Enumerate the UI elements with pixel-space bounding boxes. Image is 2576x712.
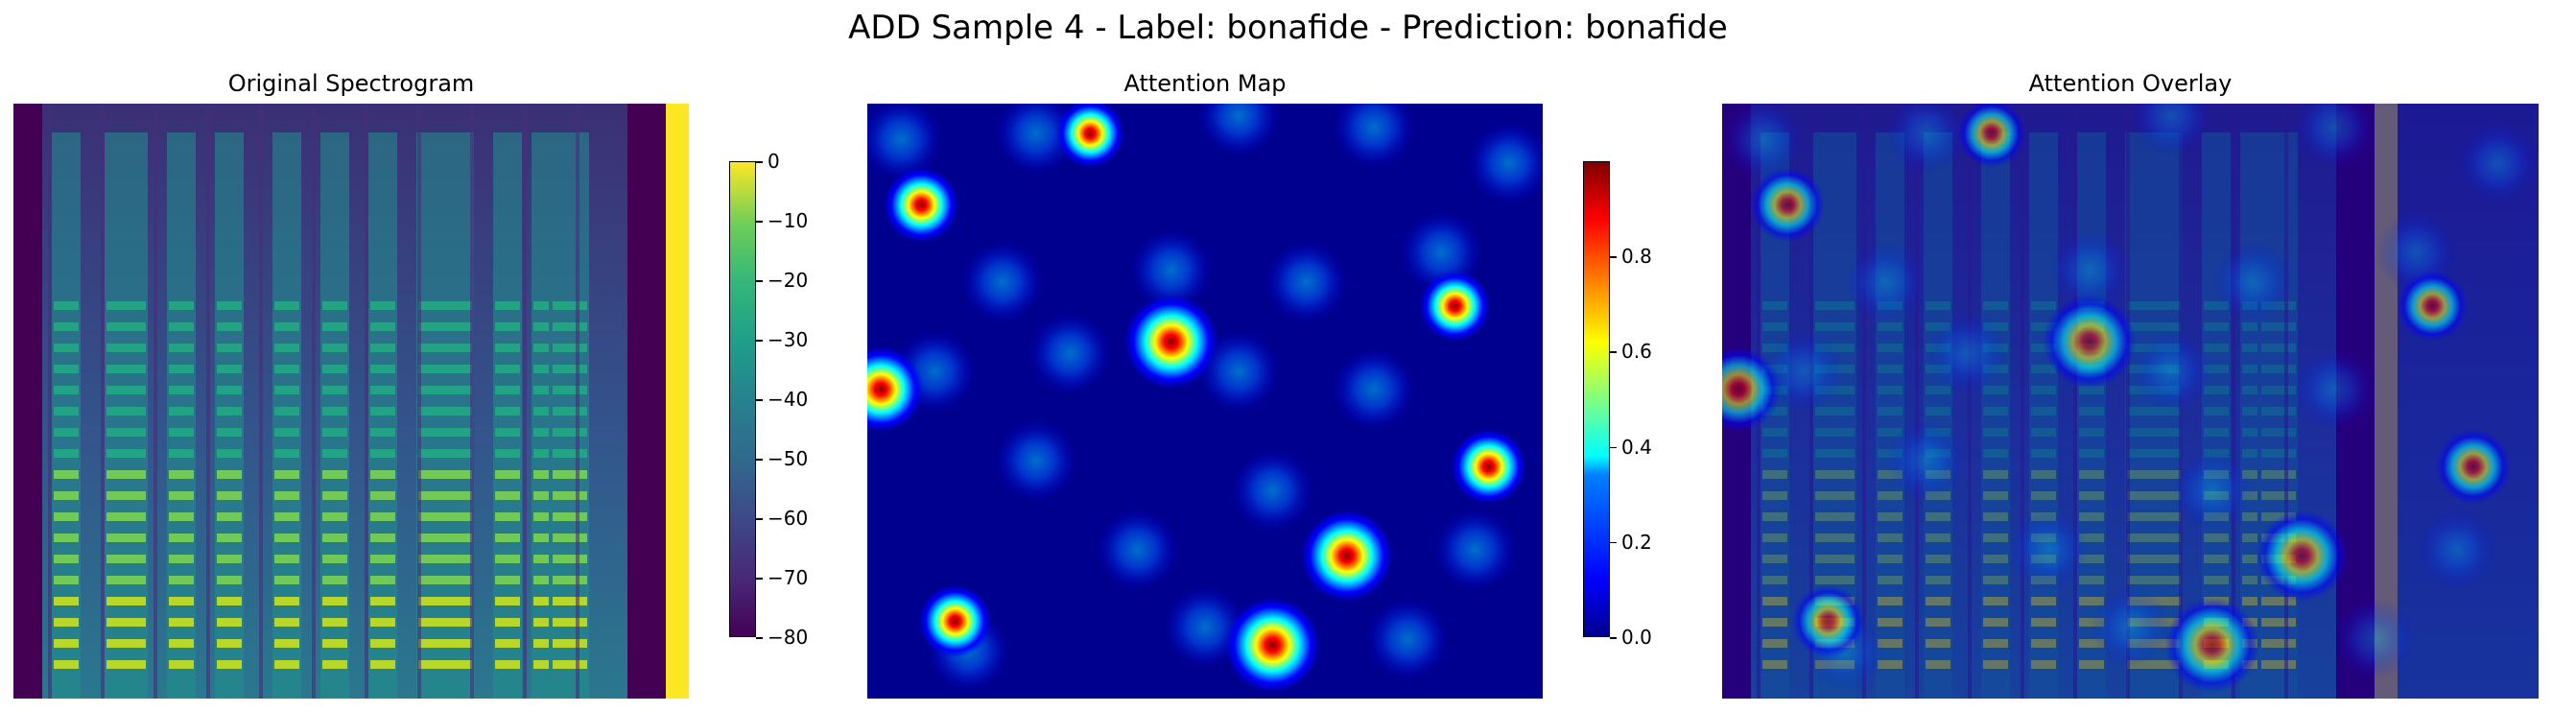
spectrogram-colorbar-tick-label: −60 (768, 507, 809, 530)
attention-colorbar-tickmark (1610, 541, 1617, 544)
spectrogram-colorbar-tick-label: −30 (768, 328, 809, 351)
attention-peak-1 (2256, 510, 2349, 602)
spectrogram-image (13, 104, 689, 699)
spectrogram-colorbar-tickmark (756, 459, 763, 461)
spectrogram-colorbar-tick-label: −10 (768, 209, 809, 232)
attention-colorbar-tick-label: 0.8 (1621, 245, 1652, 269)
attention-colorbar-tick-label: 0.6 (1621, 340, 1652, 364)
attention-colorbar-tick-label: 0.0 (1621, 626, 1652, 649)
spectrogram-colorbar-tick-label: −20 (768, 269, 809, 292)
attention-colorbar (1583, 161, 1610, 637)
spectrogram-colorbar-tick-label: 0 (768, 150, 780, 173)
spectrogram-svg (13, 104, 689, 699)
attention-colorbar-tickmark (1610, 256, 1617, 258)
attention-peak-7 (2397, 271, 2469, 342)
spectrogram-colorbar-tick-label: −50 (768, 447, 809, 470)
attention-peak-6 (1451, 429, 1526, 505)
panel-title-spectrogram: Original Spectrogram (227, 70, 475, 97)
spectrogram-colorbar-tickmark (756, 221, 763, 223)
spectrogram-colorbar-tickmark (756, 518, 763, 520)
attention-peak-6 (2435, 429, 2511, 505)
spectrogram-colorbar-tickmark (756, 637, 763, 639)
attention-colorbar-tickmark (1610, 637, 1617, 639)
attention-colorbar-tick-label: 0.2 (1621, 530, 1652, 554)
attention-colorbar-tickmark (1610, 446, 1617, 449)
figure-title: ADD Sample 4 - Label: bonafide - Predict… (848, 9, 1728, 47)
panel-title-attention-map: Attention Map (1123, 70, 1287, 97)
attention-peak-5 (918, 584, 992, 658)
spectrogram-colorbar-tickmark (756, 399, 763, 401)
attention-peak-3 (1722, 346, 1782, 433)
attention-map-image (867, 104, 1543, 699)
attention-colorbar-tick-label: 0.4 (1621, 435, 1652, 459)
attention-overlay-image (1722, 104, 2539, 699)
attention-peak-3 (867, 346, 924, 433)
spectrogram-colorbar-tick-label: −80 (768, 626, 809, 649)
spectrogram-colorbar-tick-label: −70 (768, 566, 809, 589)
panel-title-overlay: Attention Overlay (2028, 70, 2233, 97)
attention-peak-4 (884, 167, 959, 243)
attention-peak-0 (2043, 295, 2137, 389)
spectrogram-colorbar (729, 161, 756, 637)
attention-map-svg (867, 104, 1543, 693)
attention-peak-5 (1791, 584, 1865, 658)
attention-peak-2 (1224, 597, 1320, 693)
attention-overlay-svg (1722, 104, 2539, 699)
attention-peak-8 (1957, 104, 2026, 168)
attention-peak-1 (1301, 510, 1393, 602)
spectrogram-colorbar-tickmark (756, 280, 763, 282)
spectrogram-colorbar-tick-label: −40 (768, 388, 809, 411)
attention-peak-0 (1123, 295, 1218, 389)
spectrogram-colorbar-tickmark (756, 340, 763, 342)
attention-peak-7 (1419, 271, 1491, 342)
spectrogram-colorbar-tickmark (756, 578, 763, 580)
attention-peak-8 (1055, 104, 1125, 168)
attention-peak-4 (1750, 167, 1826, 243)
attention-colorbar-tickmark (1610, 351, 1617, 353)
attention-peak-2 (2164, 597, 2260, 693)
spectrogram-colorbar-tickmark (756, 161, 763, 163)
